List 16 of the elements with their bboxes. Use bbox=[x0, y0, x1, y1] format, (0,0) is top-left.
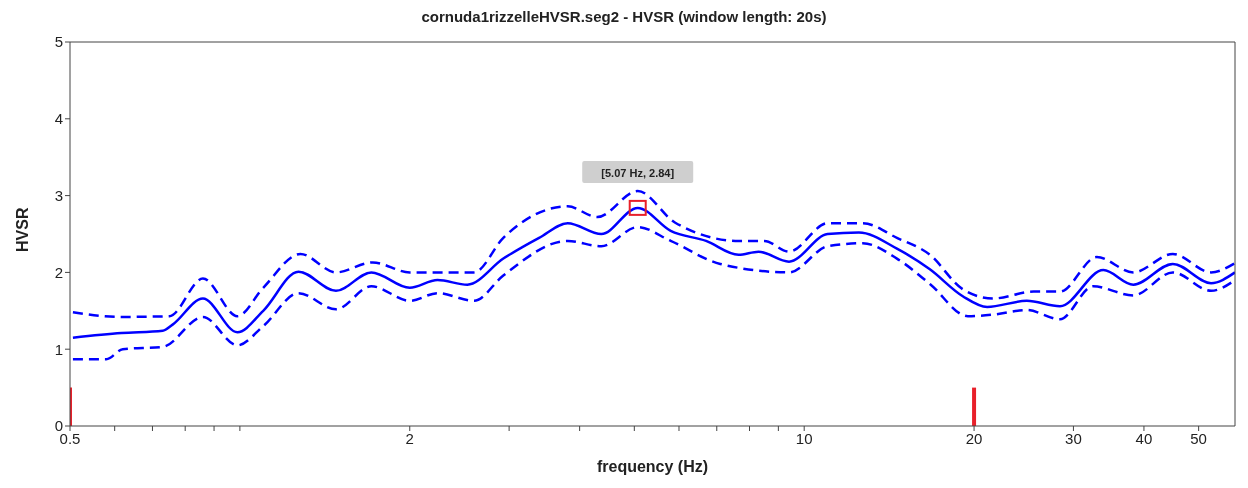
y-axis-title: HVSR bbox=[13, 207, 31, 252]
x-tick-label: 40 bbox=[1135, 429, 1153, 447]
y-tick-label: 3 bbox=[54, 186, 63, 204]
y-tick-label: 2 bbox=[54, 263, 63, 281]
y-tick-label: 5 bbox=[54, 33, 63, 51]
x-tick-label: 20 bbox=[965, 429, 983, 447]
x-tick-label: 30 bbox=[1065, 429, 1082, 447]
x-tick-label: 10 bbox=[795, 429, 813, 447]
annotation: [5.07 Hz, 2.84] bbox=[601, 166, 675, 179]
y-tick-label: 4 bbox=[54, 110, 63, 128]
x-tick-label: 50 bbox=[1190, 429, 1207, 447]
chart-title: cornuda1rizzelleHVSR.seg2 - HVSR (window length: 20s) bbox=[420, 8, 828, 25]
x-tick-label: 2 bbox=[405, 429, 414, 447]
y-tick-label: 0 bbox=[54, 417, 63, 435]
x-axis-title: frequency (Hz) bbox=[596, 458, 709, 475]
y-tick-label: 1 bbox=[54, 340, 63, 358]
